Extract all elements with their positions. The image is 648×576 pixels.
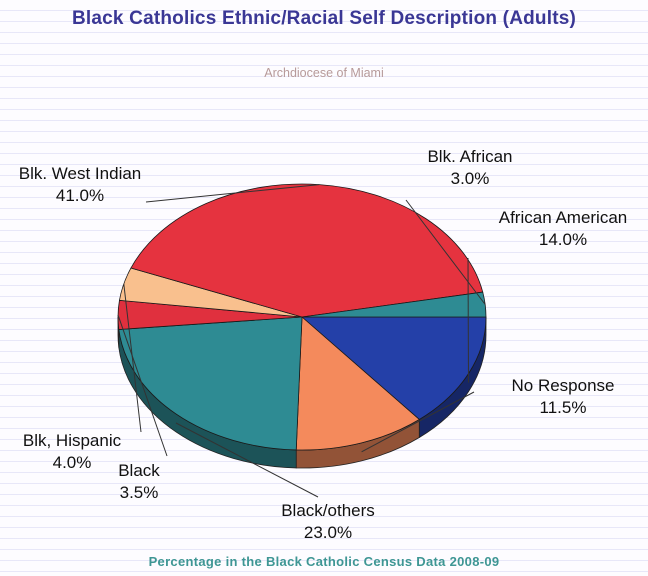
leader-line-1 <box>361 391 475 453</box>
slice-label-4: Blk, Hispanic <box>23 431 122 450</box>
slice-value-3: 3.5% <box>120 483 159 502</box>
leader-line-4 <box>123 283 142 433</box>
slice-value-6: 3.0% <box>451 169 490 188</box>
pie-slice-1 <box>295 316 420 451</box>
chart-footer: Percentage in the Black Catholic Census … <box>148 554 500 569</box>
pie-slice-2 <box>118 316 303 451</box>
slice-value-5: 41.0% <box>56 186 104 205</box>
chart-subtitle: Archdiocese of Miami <box>264 66 384 80</box>
chart-title: Black Catholics Ethnic/Racial Self Descr… <box>71 8 577 29</box>
leader-line-5 <box>145 184 320 203</box>
leader-line-2 <box>175 422 319 498</box>
slice-value-2: 23.0% <box>304 523 352 542</box>
slice-label-3: Black <box>118 461 160 480</box>
pie-labels: African American 14.0% No Response 11.5% Bla… <box>19 147 628 542</box>
pie-slice-5 <box>130 183 484 318</box>
pie-depth <box>117 316 487 469</box>
slice-value-4: 4.0% <box>53 453 92 472</box>
leader-line-3 <box>117 314 168 457</box>
leader-line-6 <box>405 199 486 305</box>
slice-label-5: Blk. West Indian <box>19 164 142 183</box>
slice-label-1: No Response <box>511 376 614 395</box>
slice-value-1: 11.5% <box>540 398 587 417</box>
pie-slices <box>117 183 487 451</box>
slice-label-6: Blk. African <box>427 147 512 166</box>
leader-line-0 <box>467 257 469 383</box>
slice-label-0: African American <box>499 208 628 227</box>
slice-label-2: Black/others <box>281 501 375 520</box>
slice-value-0: 14.0% <box>539 230 587 249</box>
pie-leader-lines <box>117 184 486 498</box>
